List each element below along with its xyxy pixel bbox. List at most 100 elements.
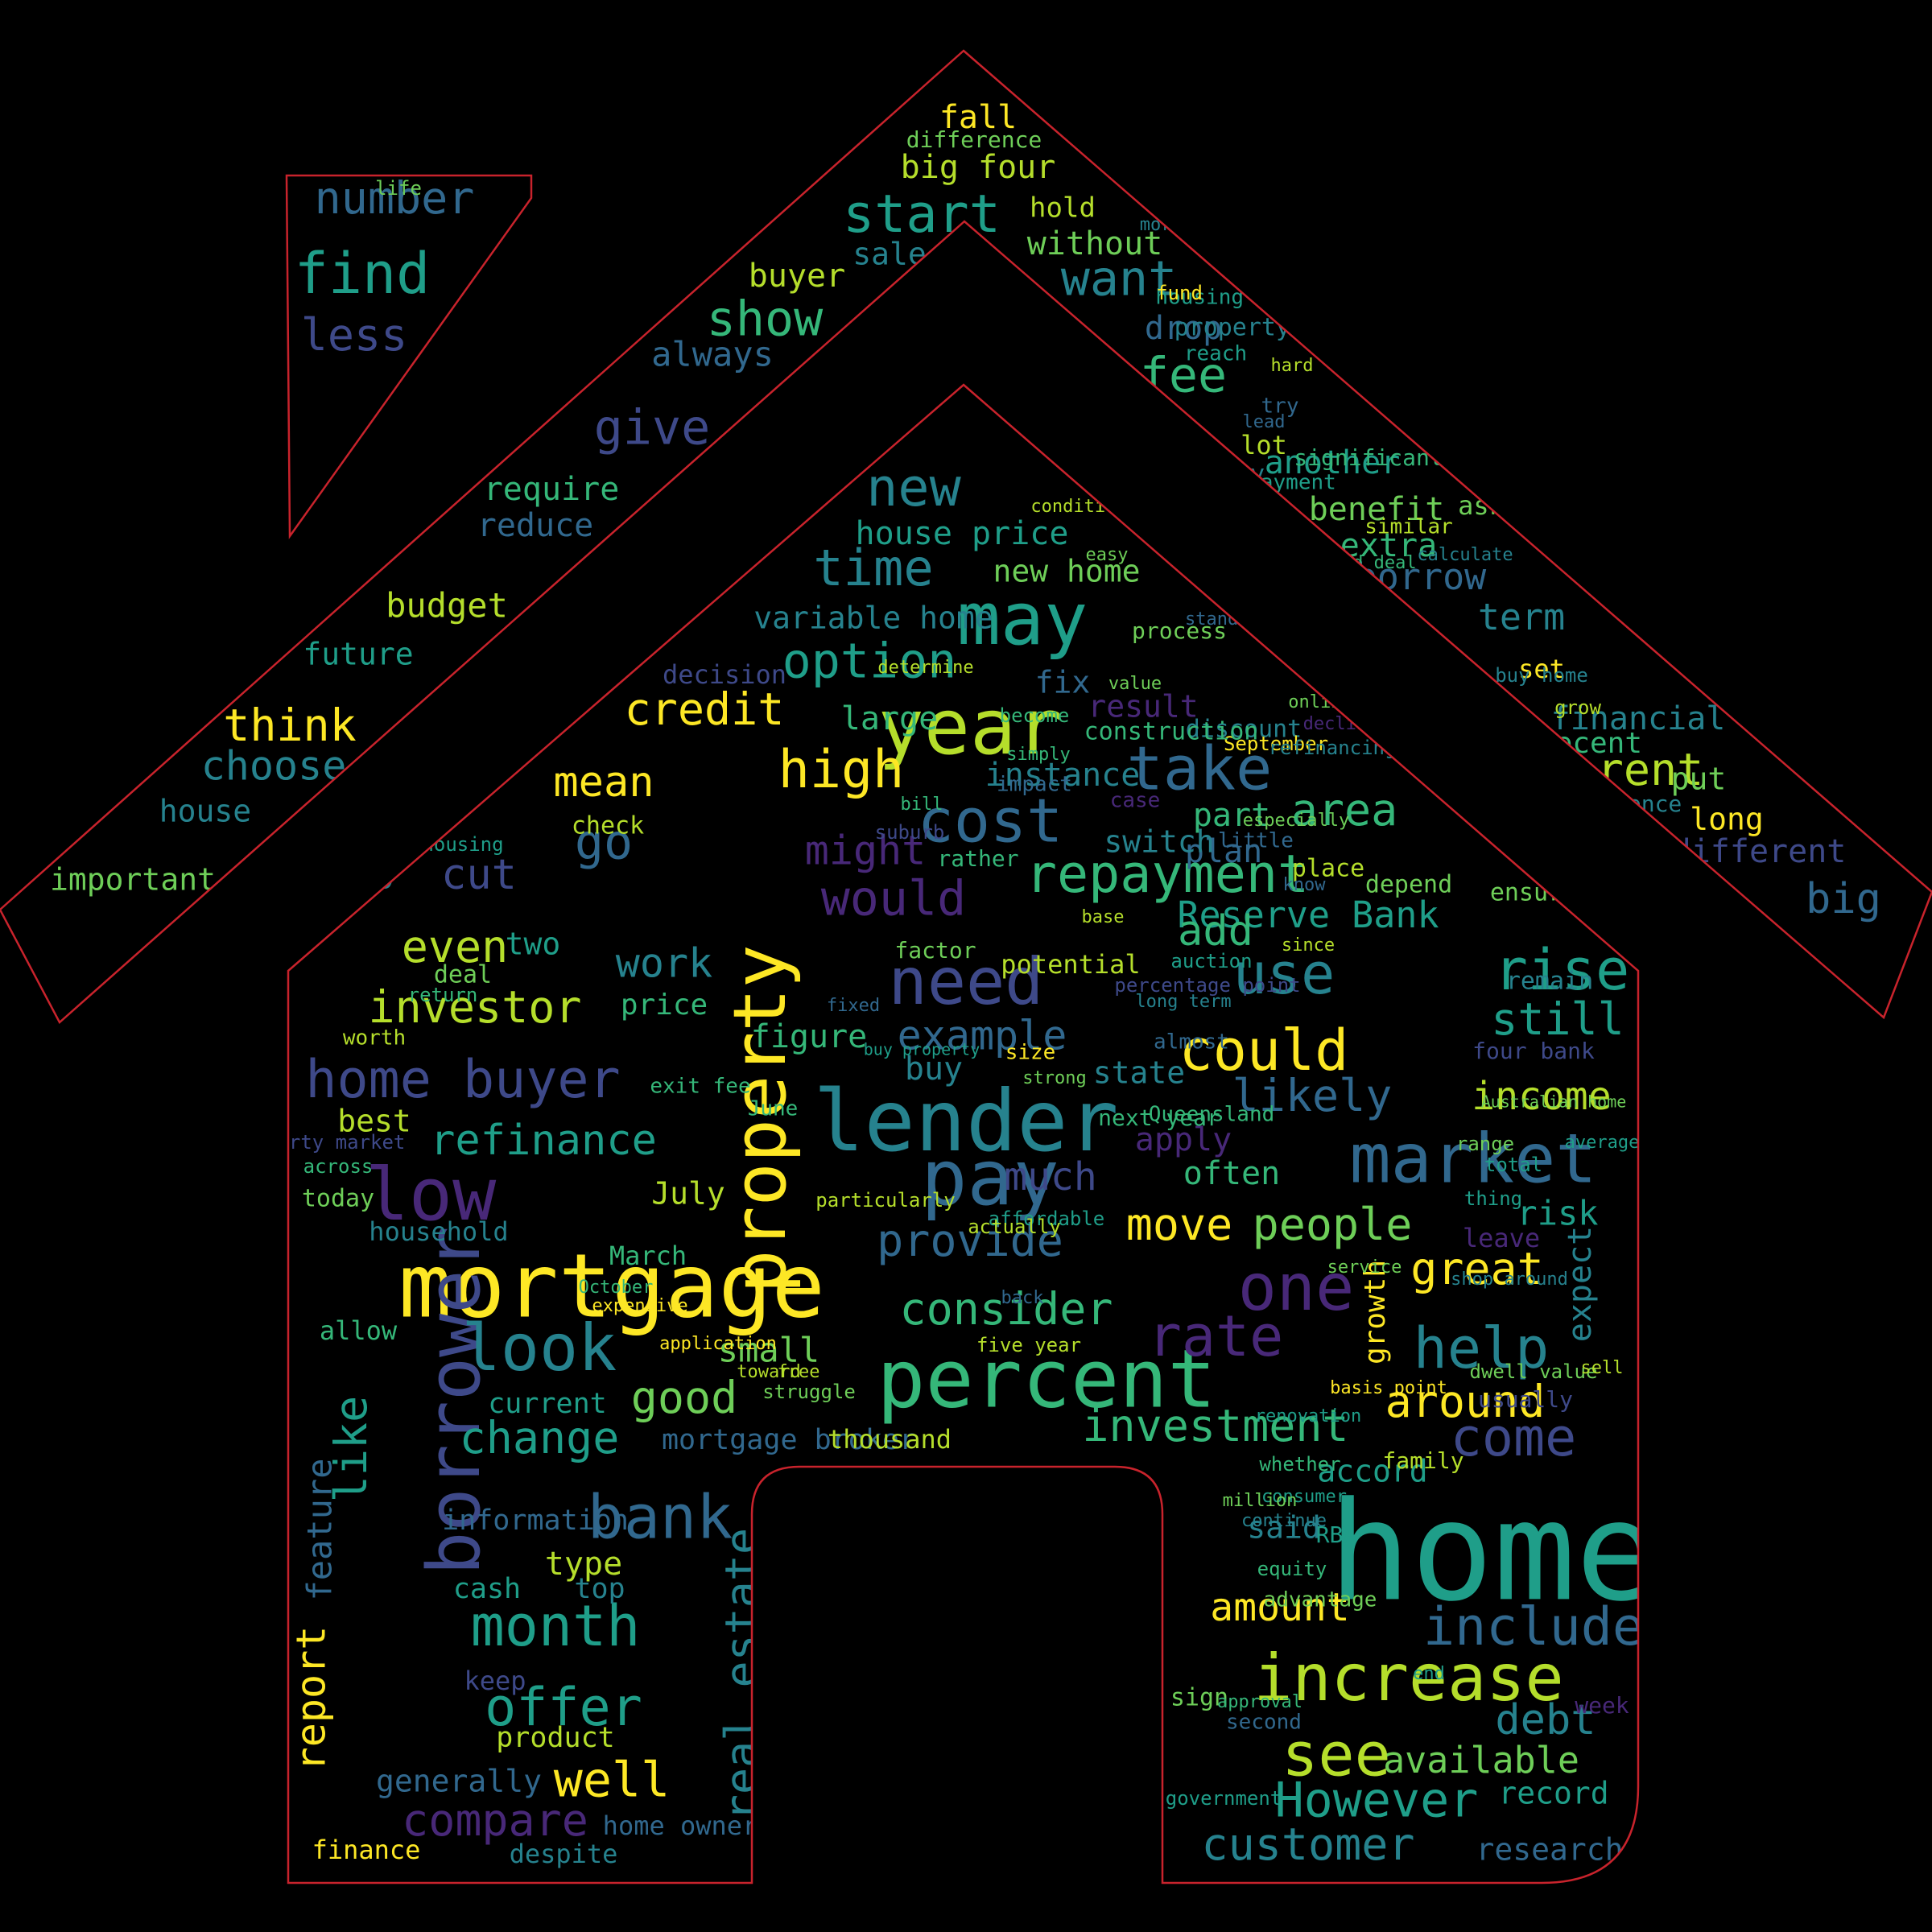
cloud-word: today [302, 1185, 374, 1213]
cloud-word: actually [968, 1216, 1061, 1238]
cloud-word: despite [510, 1839, 618, 1869]
cloud-word: continue [1241, 1511, 1327, 1531]
cloud-word: put [1671, 762, 1727, 797]
cloud-word: option [782, 634, 957, 690]
cloud-word: term [1478, 596, 1565, 638]
cloud-word: another [1265, 444, 1401, 481]
cloud-word: significant [1294, 444, 1443, 471]
cloud-word: time [813, 539, 933, 597]
cloud-word: low [365, 1153, 497, 1237]
cloud-word: bank [588, 1482, 733, 1553]
cloud-word: become [1000, 704, 1070, 727]
cloud-word: often [1183, 1155, 1280, 1192]
cloud-word: borrower [412, 1226, 497, 1575]
cloud-word: require [484, 471, 620, 508]
cloud-word: help [1414, 1315, 1550, 1381]
cloud-word: figure [751, 1018, 868, 1055]
cloud-word: exit fee [650, 1075, 750, 1099]
cloud-word: million [1223, 1491, 1298, 1511]
cloud-word: like [325, 1396, 377, 1502]
cloud-word: use [1233, 941, 1335, 1007]
cloud-word: return [408, 984, 478, 1006]
cloud-word: rise [1494, 937, 1630, 1003]
cloud-word: even [402, 921, 508, 972]
cloud-word: Queensland [1149, 1103, 1275, 1127]
cloud-word: apply [1135, 1121, 1232, 1158]
cloud-word: value [1108, 674, 1162, 694]
chimney-outline [285, 174, 533, 539]
cloud-word: less [301, 309, 407, 361]
cloud-word: year [878, 683, 1063, 772]
cloud-word: discount [1186, 716, 1302, 744]
cloud-word: feature [300, 1458, 340, 1600]
cloud-word: increase [1253, 1641, 1563, 1715]
cloud-word: reach [1184, 342, 1247, 366]
cloud-word: Australian home [1481, 1092, 1627, 1112]
cloud-word: lot [1241, 430, 1287, 460]
cloud-word: buyer [749, 258, 845, 295]
cloud-word: July [651, 1176, 725, 1212]
cloud-word: pay [921, 1134, 1059, 1223]
cloud-word: second [1226, 1711, 1302, 1735]
cloud-word: place [1292, 855, 1364, 883]
cloud-word: would [821, 871, 967, 927]
cloud-word: home owner [603, 1810, 758, 1841]
cloud-word: little [1218, 829, 1294, 853]
cloud-word: future [303, 637, 413, 672]
cloud-word: house [159, 794, 251, 829]
cloud-word: simply [1006, 745, 1070, 765]
cloud-word: product [496, 1722, 615, 1754]
cloud-word: across [303, 1155, 374, 1178]
cloud-word: worth [343, 1026, 406, 1051]
cloud-word: go [575, 815, 633, 871]
cloud-word: might [805, 828, 927, 874]
cloud-word: work [616, 940, 712, 987]
cloud-word: without [1027, 225, 1163, 262]
cloud-word: come [1451, 1408, 1577, 1468]
cloud-word: leave [1463, 1223, 1540, 1253]
cloud-word: choose [201, 743, 347, 790]
cloud-word: big [1806, 875, 1881, 923]
cloud-word: fixed [827, 996, 880, 1016]
cloud-word: financial [1551, 700, 1726, 737]
house-body-outline [287, 383, 1640, 1885]
cloud-word: small [718, 1331, 819, 1370]
roof-chevron-outline [0, 49, 1932, 1024]
cloud-word: still [1491, 993, 1624, 1045]
cloud-word: consumer [1261, 1487, 1347, 1507]
cloud-word: generally [376, 1764, 542, 1799]
cloud-word: October [579, 1278, 654, 1298]
cloud-word: number [315, 172, 475, 224]
cloud-word: process [1132, 617, 1227, 644]
cloud-word: government [1166, 1787, 1282, 1810]
cloud-word: cash [453, 1573, 521, 1605]
cloud-word: high [778, 740, 905, 800]
cloud-word: easy [1086, 545, 1129, 565]
cloud-word: refinance [430, 1117, 657, 1165]
cloud-word: family [1382, 1447, 1463, 1474]
cloud-word: include [1423, 1597, 1644, 1657]
cloud-word: long [1690, 802, 1764, 837]
cloud-word: example [898, 1013, 1067, 1059]
cloud-word: current [488, 1388, 607, 1420]
cloud-word: information [442, 1505, 629, 1537]
cloud-word: free [778, 1362, 820, 1382]
cloud-word: depend [1365, 871, 1452, 899]
cloud-word: compare [402, 1794, 588, 1846]
cloud-word: almost [1154, 1030, 1229, 1055]
cloud-word: expect [1562, 1226, 1599, 1343]
cloud-word: similar [1364, 515, 1453, 539]
cloud-word: usually [1478, 1386, 1573, 1413]
cloud-word: need [889, 944, 1044, 1019]
cloud-word: good [631, 1372, 737, 1423]
cloud-word: home buyer [305, 1050, 620, 1110]
cloud-word: home [1328, 1472, 1657, 1632]
cloud-word: risk [1517, 1194, 1598, 1233]
cloud-word: repayment [1026, 844, 1309, 905]
cloud-word: September [1224, 733, 1328, 755]
cloud-word: percent [877, 1331, 1216, 1426]
cloud-word: struggle [762, 1381, 856, 1403]
cloud-word: fall [939, 99, 1017, 136]
cloud-word: thousand [828, 1424, 952, 1455]
cloud-word: income [1472, 1074, 1611, 1119]
